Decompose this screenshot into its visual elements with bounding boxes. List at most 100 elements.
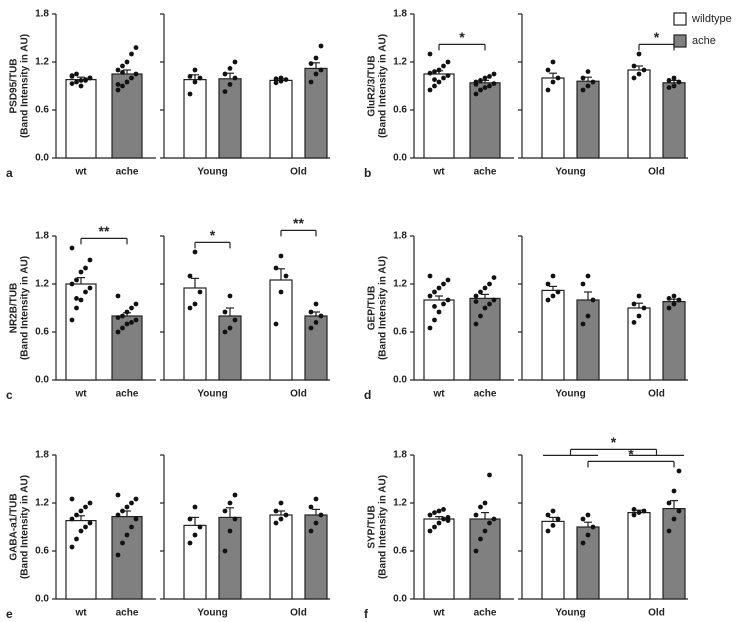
x-tick-label: Young xyxy=(197,608,227,619)
data-point xyxy=(550,508,556,514)
data-point xyxy=(590,297,596,303)
data-point xyxy=(491,71,497,77)
data-point xyxy=(487,520,492,526)
bar xyxy=(576,80,600,159)
data-point xyxy=(313,520,319,526)
data-point xyxy=(473,512,479,518)
data-point xyxy=(124,504,130,510)
data-point xyxy=(197,524,203,530)
data-point xyxy=(585,532,591,538)
x-tick-label: wt xyxy=(432,608,445,619)
data-point xyxy=(487,472,492,478)
data-point xyxy=(69,73,75,78)
data-point xyxy=(124,59,130,65)
data-point xyxy=(83,265,88,271)
data-point xyxy=(432,69,437,74)
data-point xyxy=(676,468,682,474)
bar xyxy=(576,299,600,381)
x-tick-label: Old xyxy=(290,389,307,400)
bar xyxy=(541,520,565,600)
data-point xyxy=(555,289,561,295)
data-point xyxy=(69,516,75,522)
data-point xyxy=(441,516,446,522)
data-point xyxy=(283,273,289,279)
bar xyxy=(218,78,242,159)
data-point xyxy=(580,540,586,546)
data-point xyxy=(187,74,193,79)
data-point xyxy=(580,75,586,81)
data-point xyxy=(585,313,591,319)
data-point xyxy=(120,325,125,331)
data-point xyxy=(441,301,446,307)
sig-label: * xyxy=(654,29,660,45)
x-tick-label: ache xyxy=(474,389,497,400)
data-point xyxy=(555,75,561,81)
data-point xyxy=(478,78,483,83)
data-point xyxy=(232,516,238,522)
data-point xyxy=(491,275,497,280)
y-tick-label: 0.0 xyxy=(393,375,407,386)
data-point xyxy=(641,67,647,73)
data-point xyxy=(227,500,233,506)
x-tick-label: Young xyxy=(555,389,585,400)
data-point xyxy=(227,82,233,87)
data-point xyxy=(427,70,433,76)
data-point xyxy=(473,321,479,327)
data-point xyxy=(313,320,319,325)
data-point xyxy=(197,75,203,81)
data-point xyxy=(83,289,88,295)
data-point xyxy=(129,320,134,325)
data-point xyxy=(124,532,130,538)
bar xyxy=(269,79,293,159)
bar xyxy=(662,301,686,381)
bar xyxy=(469,297,501,381)
data-point xyxy=(120,540,125,546)
data-point xyxy=(227,66,233,71)
y-tick-label: 1.2 xyxy=(35,57,49,68)
panel-letter: d xyxy=(364,388,371,402)
data-point xyxy=(641,305,647,311)
data-point xyxy=(580,516,586,522)
data-point xyxy=(671,488,677,494)
data-point xyxy=(74,536,79,542)
data-point xyxy=(69,281,75,287)
data-point xyxy=(78,528,84,534)
data-point xyxy=(636,71,642,77)
data-point xyxy=(641,508,647,514)
data-point xyxy=(74,296,79,301)
bar xyxy=(111,73,143,159)
data-point xyxy=(87,75,93,81)
data-point xyxy=(187,516,193,522)
bar xyxy=(541,77,565,159)
data-point xyxy=(313,496,319,502)
data-point xyxy=(87,520,93,526)
y-tick-label: 0.0 xyxy=(35,594,49,605)
data-point xyxy=(69,544,75,550)
data-point xyxy=(115,492,121,498)
data-point xyxy=(432,289,437,295)
data-point xyxy=(487,83,492,89)
y-axis-label: GluR2/3/TUB xyxy=(367,55,378,116)
bar xyxy=(627,69,651,159)
data-point xyxy=(74,79,79,85)
bar xyxy=(183,78,207,159)
y-tick-label: 1.8 xyxy=(393,450,407,461)
data-point xyxy=(482,285,488,291)
y-axis-label: GEP/TUB xyxy=(367,286,378,330)
data-point xyxy=(87,285,93,291)
data-point xyxy=(78,297,84,303)
data-point xyxy=(432,524,437,530)
data-point xyxy=(308,61,314,66)
y-axis-label: GABA-a1/TUB xyxy=(9,493,20,560)
data-point xyxy=(227,293,233,299)
data-point xyxy=(436,285,442,291)
data-point xyxy=(192,504,198,510)
data-point xyxy=(436,309,442,315)
data-point xyxy=(666,500,672,506)
data-point xyxy=(83,504,88,510)
data-point xyxy=(133,301,139,307)
data-point xyxy=(129,500,134,506)
y-axis-label: (Band Intensity in AU) xyxy=(378,475,389,579)
x-tick-label: wt xyxy=(432,167,445,178)
data-point xyxy=(478,313,483,319)
